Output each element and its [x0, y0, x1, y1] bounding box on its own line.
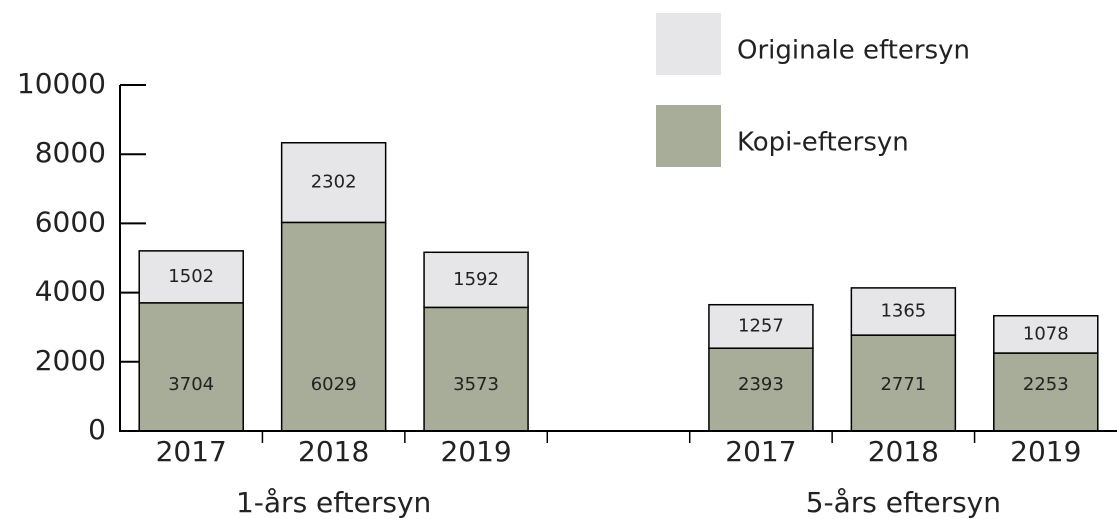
- legend-label: Originale eftersyn: [737, 36, 970, 66]
- bar-segment: [708, 347, 814, 432]
- group-label: 5-års eftersyn: [806, 486, 1001, 519]
- data-label: 1365: [880, 301, 926, 322]
- group-label: 1-års eftersyn: [236, 486, 431, 519]
- data-label: 2393: [738, 374, 784, 395]
- x-tick-label: 2018: [298, 435, 369, 468]
- data-label: 1592: [453, 269, 499, 290]
- data-label: 3704: [168, 374, 214, 395]
- bar-segment: [423, 306, 529, 432]
- data-label: 2253: [1023, 374, 1069, 395]
- bar-segment: [993, 314, 1099, 354]
- data-label: 2302: [311, 172, 357, 193]
- x-tick-label: 2019: [1010, 435, 1081, 468]
- bar-segment: [993, 352, 1099, 432]
- x-tick-label: 2019: [440, 435, 511, 468]
- bar-segment: [708, 303, 814, 349]
- bar-segment: [280, 141, 387, 224]
- y-tick-label: 0: [88, 413, 106, 446]
- data-label: 1078: [1023, 323, 1069, 344]
- data-label: 6029: [311, 374, 357, 395]
- legend-swatch: [656, 13, 721, 75]
- y-tick-label: 4000: [35, 275, 106, 308]
- y-tick-label: 2000: [35, 344, 106, 377]
- x-tick-label: 2017: [725, 435, 796, 468]
- y-tick-label: 8000: [35, 136, 106, 169]
- data-label: 3573: [453, 374, 499, 395]
- data-label: 2771: [880, 374, 926, 395]
- bar-segment: [850, 334, 957, 432]
- bar-segment: [138, 302, 244, 432]
- data-label: 1257: [738, 315, 784, 336]
- y-tick-label: 6000: [35, 205, 106, 238]
- bar-segment: [423, 251, 529, 309]
- bar-segment: [850, 287, 957, 336]
- x-tick-label: 2018: [868, 435, 939, 468]
- x-tick-label: 2017: [156, 435, 227, 468]
- legend-swatch: [656, 105, 721, 167]
- bar-segment: [280, 221, 387, 432]
- bar-segment: [138, 250, 244, 304]
- legend-label: Kopi-eftersyn: [737, 128, 909, 158]
- data-label: 1502: [168, 266, 214, 287]
- y-tick-label: 10000: [17, 67, 106, 100]
